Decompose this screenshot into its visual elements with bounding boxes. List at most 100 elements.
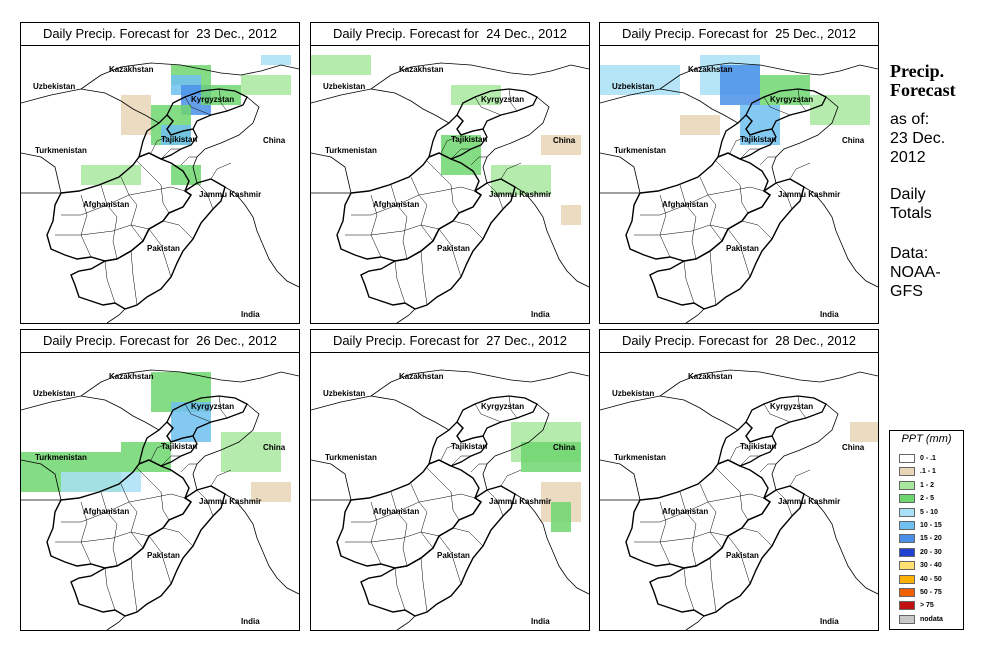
legend-swatch (899, 547, 915, 557)
legend-swatch (899, 494, 915, 504)
map-labels: Kazakhstan Uzbekistan Kyrgyzstan Tajikis… (33, 372, 286, 626)
label-tajikistan: Tajikistan (161, 135, 197, 144)
precip-layer (511, 422, 581, 532)
legend-swatch (899, 574, 915, 584)
province-lines (634, 395, 811, 613)
china-border (771, 403, 839, 491)
india-border (224, 186, 299, 288)
turkmenistan-border (311, 152, 352, 194)
legend-row: 1 - 2 (899, 480, 934, 491)
turkmenistan-border (600, 152, 641, 194)
label-uzbekistan: Uzbekistan (33, 82, 75, 91)
map-labels: Kazakhstan Uzbekistan Kyrgyzstan Tajikis… (612, 65, 865, 319)
legend-row: 30 - 40 (899, 560, 942, 571)
label-china: China (263, 136, 286, 145)
precip-cell (171, 402, 211, 442)
borders (311, 369, 589, 630)
heading-line: Precip. (890, 61, 945, 81)
turkmenistan-border (600, 459, 641, 501)
legend-range: 10 - 15 (920, 522, 942, 529)
legend-range: 1 - 2 (920, 481, 935, 489)
label-india: India (241, 310, 260, 319)
asof-line: 23 Dec. (890, 130, 946, 147)
label-turkmenistan: Turkmenistan (325, 453, 377, 462)
sidebar-totals: Daily Totals (890, 185, 932, 223)
map: Kazakhstan Uzbekistan Kyrgyzstan Tajikis… (21, 55, 299, 323)
map-labels: Kazakhstan Uzbekistan Kyrgyzstan Tajikis… (33, 65, 286, 319)
legend-row: 15 - 20 (899, 533, 942, 544)
legend-row: > 75 (899, 600, 934, 611)
label-afghanistan: Afghanistan (373, 200, 419, 209)
legend-row: 40 - 50 (899, 574, 942, 585)
legend-swatch (899, 614, 915, 624)
label-china: China (553, 443, 576, 452)
map: Kazakhstan Uzbekistan Kyrgyzstan Tajikis… (600, 55, 878, 323)
precip-cell (241, 75, 291, 95)
kazakhstan-border (659, 369, 878, 397)
legend-range: .1 - 1 (920, 468, 936, 476)
label-pakistan: Pakistan (726, 551, 759, 560)
label-china: China (263, 443, 286, 452)
heading-line: Forecast (890, 80, 956, 100)
pakistan-border (649, 178, 805, 310)
totals-line: Totals (890, 205, 932, 222)
map-labels: Kazakhstan Uzbekistan Kyrgyzstan Tajikis… (323, 65, 576, 319)
map: Kazakhstan Uzbekistan Kyrgyzstan Tajikis… (600, 369, 878, 630)
label-pakistan: Pakistan (147, 244, 180, 253)
coast (685, 308, 705, 323)
pakistan-border (360, 178, 516, 310)
province-lines (55, 395, 232, 613)
legend-row: 50 - 75 (899, 587, 942, 598)
precip-cell (561, 205, 581, 225)
label-uzbekistan: Uzbekistan (323, 82, 365, 91)
legend-range: 5 - 10 (920, 508, 938, 516)
label-pakistan: Pakistan (437, 551, 470, 560)
label-kazakhstan: Kazakhstan (109, 65, 154, 74)
map-labels: Kazakhstan Uzbekistan Kyrgyzstan Tajikis… (323, 372, 576, 626)
borders (600, 369, 878, 630)
legend-row: 0 - .1 (899, 453, 936, 464)
kazakhstan-border (80, 369, 299, 397)
india-border (803, 493, 878, 595)
label-tajikistan: Tajikistan (451, 442, 487, 451)
precip-cell (251, 482, 291, 502)
precip-cell (680, 115, 720, 135)
label-uzbekistan: Uzbekistan (612, 389, 654, 398)
precip-cell (810, 95, 870, 125)
label-uzbekistan: Uzbekistan (33, 389, 75, 398)
province-lines (634, 88, 811, 306)
pakistan-border (70, 178, 226, 310)
borders (311, 62, 589, 323)
kazakhstan-border (80, 62, 299, 90)
precip-cell (491, 165, 551, 195)
label-pakistan: Pakistan (726, 244, 759, 253)
india-border (514, 493, 589, 595)
label-jammu-kashmir: Jammu Kashmir (489, 190, 551, 199)
uzbekistan-border (311, 88, 450, 166)
china-border (192, 96, 260, 184)
legend-swatch (899, 480, 915, 490)
precip-layer (600, 55, 870, 145)
province-lines (55, 88, 232, 306)
legend-row: .1 - 1 (899, 466, 936, 477)
legend-row: 5 - 10 (899, 507, 938, 518)
data-line: GFS (890, 283, 923, 300)
label-turkmenistan: Turkmenistan (325, 146, 377, 155)
label-kazakhstan: Kazakhstan (399, 372, 444, 381)
coast (396, 308, 416, 323)
label-kyrgyzstan: Kyrgyzstan (770, 95, 813, 104)
china-border (192, 403, 260, 491)
panel-title: Daily Precip. Forecast for 26 Dec., 2012 (21, 330, 299, 353)
label-india: India (531, 310, 550, 319)
forecast-panel-dec-24: Daily Precip. Forecast for 24 Dec., 2012 (310, 22, 590, 324)
legend-swatch (899, 521, 915, 530)
legend-row: 2 - 5 (899, 493, 934, 504)
coast (106, 615, 126, 630)
legend-range: nodata (920, 615, 943, 623)
legend-range: > 75 (920, 602, 934, 610)
legend-swatch (899, 588, 915, 597)
precip-cell (161, 125, 191, 145)
label-uzbekistan: Uzbekistan (323, 389, 365, 398)
legend-swatch (899, 467, 915, 477)
panel-title: Daily Precip. Forecast for 27 Dec., 2012 (311, 330, 589, 353)
